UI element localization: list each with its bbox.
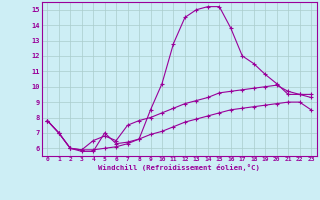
X-axis label: Windchill (Refroidissement éolien,°C): Windchill (Refroidissement éolien,°C) — [98, 164, 260, 171]
